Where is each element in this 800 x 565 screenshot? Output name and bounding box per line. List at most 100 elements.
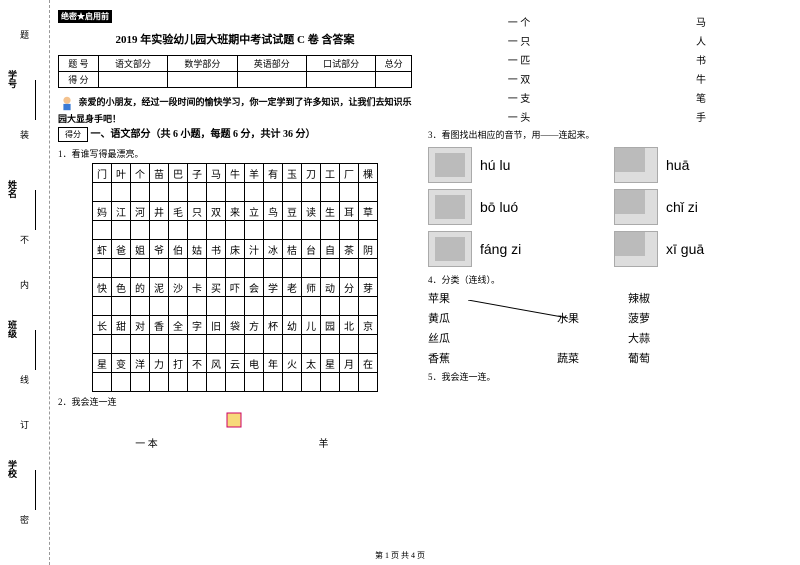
- pair-row: 一 个马: [428, 14, 792, 29]
- char-cell: 只: [188, 202, 207, 221]
- score-header: 英语部分: [237, 56, 306, 72]
- pair-row: 一 只人: [428, 33, 792, 48]
- char-cell: 爸: [112, 240, 131, 259]
- char-cell: 京: [359, 316, 378, 335]
- char-cell: 幼: [283, 316, 302, 335]
- score-header: 总分: [376, 56, 412, 72]
- pair-right: 手: [610, 109, 792, 124]
- char-cell-blank: [359, 259, 378, 278]
- char-cell-blank: [112, 297, 131, 316]
- pinyin-text: bō luó: [480, 199, 606, 215]
- char-cell: 色: [112, 278, 131, 297]
- pinyin-block: hú lu huā bō luó chǐ zi fáng zixī guā: [428, 147, 792, 267]
- char-cell-blank: [93, 221, 112, 240]
- binding-label: 学号: [6, 70, 19, 88]
- pair-left: 一 只: [428, 33, 610, 48]
- question-2: 2．我会连一连: [58, 395, 412, 408]
- char-cell: 全: [169, 316, 188, 335]
- char-cell-blank: [169, 297, 188, 316]
- char-cell-blank: [264, 297, 283, 316]
- char-cell-blank: [283, 259, 302, 278]
- classify-item: 香蕉: [428, 350, 508, 366]
- char-cell-blank: [131, 373, 150, 392]
- char-cell: 甜: [112, 316, 131, 335]
- char-cell-blank: [131, 259, 150, 278]
- char-cell: 杯: [264, 316, 283, 335]
- char-cell: 双: [207, 202, 226, 221]
- char-cell-blank: [264, 373, 283, 392]
- char-cell: 刀: [302, 164, 321, 183]
- char-cell-blank: [283, 297, 302, 316]
- char-cell: 字: [188, 316, 207, 335]
- char-cell-blank: [264, 259, 283, 278]
- pair-right: 笔: [610, 90, 792, 105]
- char-cell: 会: [245, 278, 264, 297]
- char-cell: 伯: [169, 240, 188, 259]
- char-cell: 卡: [188, 278, 207, 297]
- char-cell-blank: [359, 373, 378, 392]
- pinyin-text: huā: [666, 157, 792, 173]
- score-cell: [237, 72, 306, 88]
- pair-right: 书: [610, 52, 792, 67]
- char-cell-blank: [112, 221, 131, 240]
- pinyin-text: chǐ zi: [666, 199, 792, 215]
- section-heading: 一、语文部分（共 6 小题，每题 6 分，共计 36 分）: [91, 129, 316, 140]
- char-cell: 棵: [359, 164, 378, 183]
- pair-row: 一 本 羊: [58, 435, 412, 450]
- char-cell: 马: [207, 164, 226, 183]
- char-cell-blank: [207, 221, 226, 240]
- binding-mark: 题: [18, 30, 31, 39]
- char-cell-blank: [93, 373, 112, 392]
- char-cell: 厂: [340, 164, 359, 183]
- char-cell: 旧: [207, 316, 226, 335]
- char-cell: 袋: [226, 316, 245, 335]
- char-cell: 快: [93, 278, 112, 297]
- char-cell-blank: [188, 373, 207, 392]
- char-cell-blank: [150, 259, 169, 278]
- pinyin-text: hú lu: [480, 157, 606, 173]
- char-cell: 鸟: [264, 202, 283, 221]
- pair-left: 一 双: [428, 71, 610, 86]
- char-cell: 分: [340, 278, 359, 297]
- pair-row: 一 头手: [428, 109, 792, 124]
- char-cell: 动: [321, 278, 340, 297]
- char-cell-blank: [207, 335, 226, 354]
- char-cell: 井: [150, 202, 169, 221]
- char-cell-blank: [321, 221, 340, 240]
- char-cell: 年: [264, 354, 283, 373]
- char-cell-blank: [188, 335, 207, 354]
- char-cell: 豆: [283, 202, 302, 221]
- pair-left: 一 支: [428, 90, 610, 105]
- score-table: 题 号 语文部分 数学部分 英语部分 口试部分 总分 得 分: [58, 55, 412, 88]
- classify-item: 大蒜: [628, 330, 708, 346]
- char-cell-blank: [112, 183, 131, 202]
- char-cell-blank: [226, 221, 245, 240]
- char-cell-blank: [131, 297, 150, 316]
- binding-label: 班级: [6, 320, 19, 338]
- char-cell-blank: [131, 335, 150, 354]
- char-cell-blank: [226, 259, 245, 278]
- char-cell: 来: [226, 202, 245, 221]
- char-cell-blank: [245, 183, 264, 202]
- binding-margin: 题 学号 装 姓名 不 内 班级 线 订 学校 密: [0, 0, 50, 565]
- char-cell: 台: [302, 240, 321, 259]
- pair-left: 一 头: [428, 109, 610, 124]
- char-cell-blank: [226, 335, 245, 354]
- char-cell: 玉: [283, 164, 302, 183]
- char-cell: 星: [321, 354, 340, 373]
- pinyin-image: [614, 147, 658, 183]
- char-cell-blank: [188, 221, 207, 240]
- pinyin-row: fáng zixī guā: [428, 231, 792, 267]
- char-cell-blank: [340, 335, 359, 354]
- char-cell-blank: [207, 373, 226, 392]
- char-cell-blank: [150, 373, 169, 392]
- pair-row: 一 支笔: [428, 90, 792, 105]
- char-cell: 生: [321, 202, 340, 221]
- score-cell: [376, 72, 412, 88]
- char-cell: 有: [264, 164, 283, 183]
- char-cell: 长: [93, 316, 112, 335]
- secret-label: 绝密★启用前: [58, 10, 112, 23]
- pinyin-image: [428, 189, 472, 225]
- pinyin-image: [614, 189, 658, 225]
- char-cell: 草: [359, 202, 378, 221]
